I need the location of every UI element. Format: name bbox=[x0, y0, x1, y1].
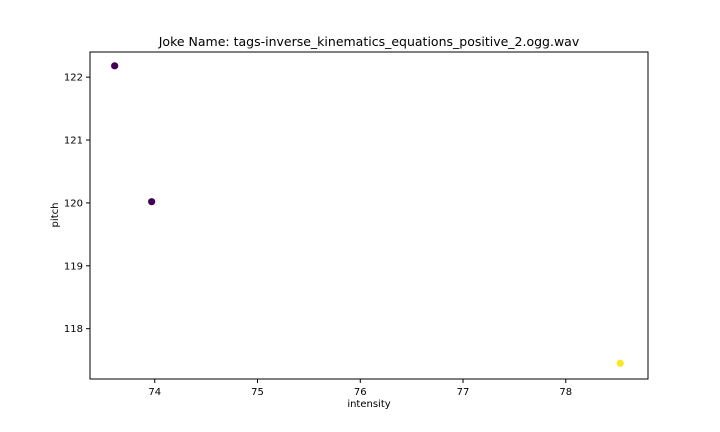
data-points bbox=[111, 62, 624, 367]
x-tick-label: 78 bbox=[559, 387, 572, 398]
x-tick-label: 74 bbox=[148, 387, 161, 398]
x-axis-label: intensity bbox=[347, 399, 390, 410]
y-tick-label: 122 bbox=[64, 73, 83, 84]
y-axis-label: pitch bbox=[50, 203, 61, 228]
y-tick-label: 121 bbox=[64, 136, 83, 147]
y-tick-label: 119 bbox=[64, 261, 83, 272]
scatter-point bbox=[616, 359, 624, 367]
y-tick-label: 118 bbox=[64, 324, 83, 335]
x-axis: 74 75 76 77 78 bbox=[148, 379, 572, 398]
x-tick-label: 75 bbox=[251, 387, 264, 398]
chart-title: Joke Name: tags-inverse_kinematics_equat… bbox=[158, 34, 580, 49]
y-axis: 118 119 120 121 122 bbox=[64, 73, 90, 335]
scatter-point bbox=[148, 198, 156, 206]
plot-area-frame bbox=[89, 51, 649, 380]
scatter-point bbox=[111, 62, 119, 70]
x-tick-label: 77 bbox=[457, 387, 470, 398]
y-tick-label: 120 bbox=[64, 198, 83, 209]
x-tick-label: 76 bbox=[354, 387, 367, 398]
